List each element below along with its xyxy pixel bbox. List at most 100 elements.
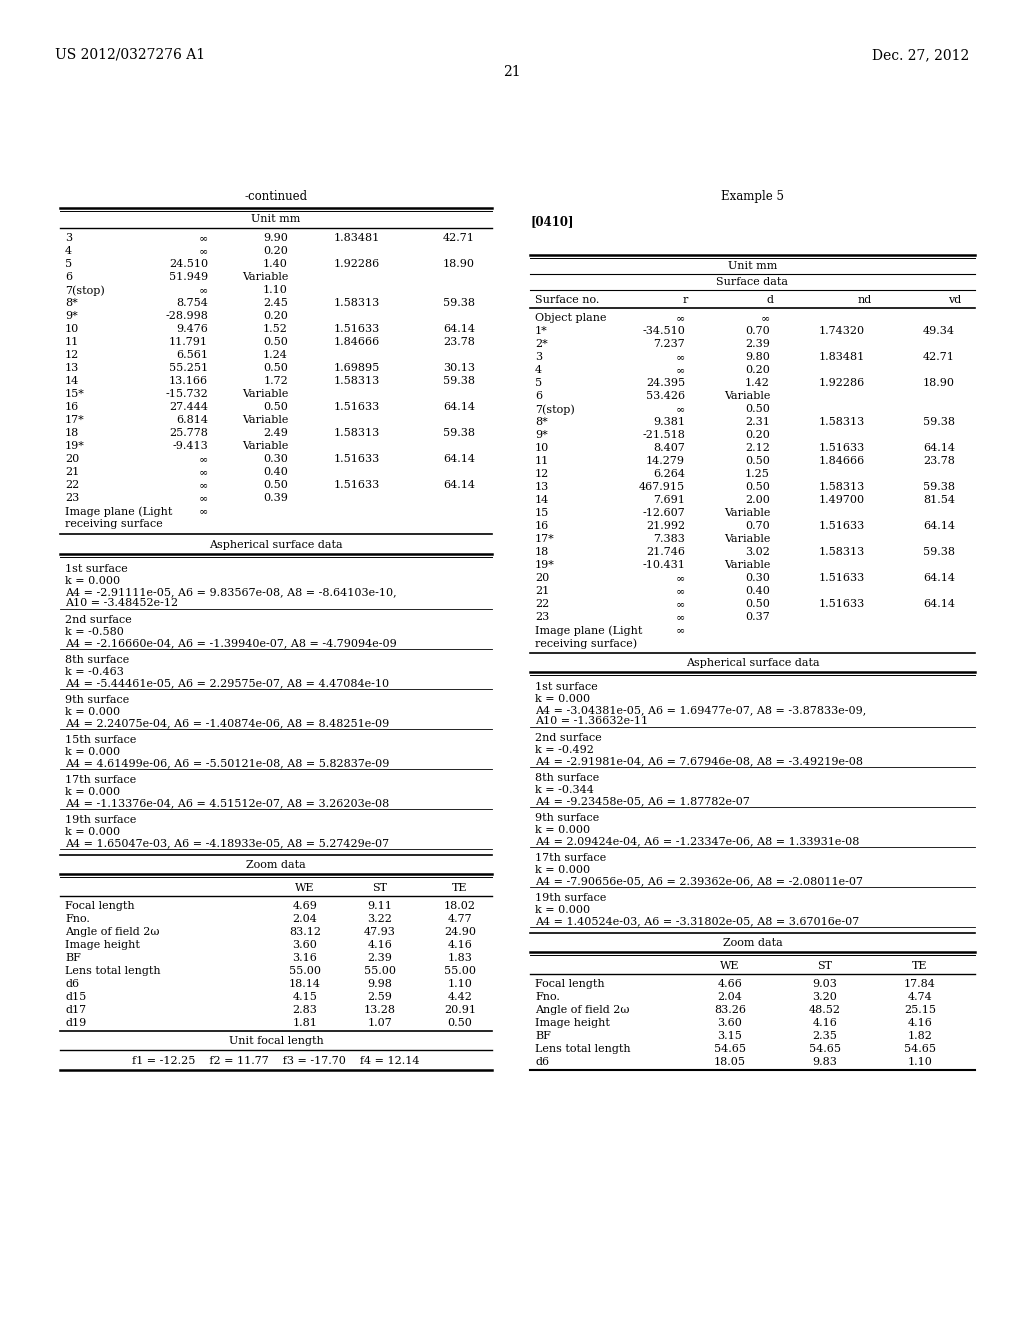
Text: 10: 10: [535, 444, 549, 453]
Text: 24.395: 24.395: [646, 378, 685, 388]
Text: 11: 11: [65, 337, 79, 347]
Text: 13.166: 13.166: [169, 376, 208, 385]
Text: 21: 21: [535, 586, 549, 597]
Text: 9*: 9*: [535, 430, 548, 440]
Text: 0.70: 0.70: [745, 326, 770, 337]
Text: 0.20: 0.20: [745, 366, 770, 375]
Text: 18.05: 18.05: [714, 1057, 746, 1067]
Text: 1.84666: 1.84666: [334, 337, 380, 347]
Text: 64.14: 64.14: [923, 521, 955, 531]
Text: 9th surface: 9th surface: [535, 813, 599, 822]
Text: 1.51633: 1.51633: [819, 573, 865, 583]
Text: A4 = 1.65047e-03, A6 = -4.18933e-05, A8 = 5.27429e-07: A4 = 1.65047e-03, A6 = -4.18933e-05, A8 …: [65, 838, 389, 847]
Text: 5: 5: [65, 259, 72, 269]
Text: 6.561: 6.561: [176, 350, 208, 360]
Text: 0.50: 0.50: [745, 482, 770, 492]
Text: 83.12: 83.12: [289, 927, 321, 937]
Text: 18.02: 18.02: [444, 902, 476, 911]
Text: 0.40: 0.40: [745, 586, 770, 597]
Text: A4 = 1.40524e-03, A6 = -3.31802e-05, A8 = 3.67016e-07: A4 = 1.40524e-03, A6 = -3.31802e-05, A8 …: [535, 916, 859, 927]
Text: 4: 4: [535, 366, 542, 375]
Text: d15: d15: [65, 993, 86, 1002]
Text: 19*: 19*: [535, 560, 555, 570]
Text: ∞: ∞: [676, 599, 685, 609]
Text: 2.39: 2.39: [368, 953, 392, 964]
Text: Image height: Image height: [535, 1018, 610, 1028]
Text: 55.251: 55.251: [169, 363, 208, 374]
Text: 1.83481: 1.83481: [334, 234, 380, 243]
Text: 6: 6: [535, 391, 542, 401]
Text: Angle of field 2ω: Angle of field 2ω: [65, 927, 160, 937]
Text: 3.16: 3.16: [293, 953, 317, 964]
Text: 0.30: 0.30: [263, 454, 288, 465]
Text: 4.66: 4.66: [718, 979, 742, 989]
Text: 1.24: 1.24: [263, 350, 288, 360]
Text: 1.10: 1.10: [263, 285, 288, 294]
Text: 2.35: 2.35: [813, 1031, 838, 1041]
Text: 17*: 17*: [65, 414, 85, 425]
Text: Lens total length: Lens total length: [65, 966, 161, 975]
Text: Aspherical surface data: Aspherical surface data: [209, 540, 343, 550]
Text: k = 0.000: k = 0.000: [65, 747, 120, 756]
Text: 4: 4: [65, 246, 72, 256]
Text: 2.49: 2.49: [263, 428, 288, 438]
Text: 1.51633: 1.51633: [334, 403, 380, 412]
Text: ∞: ∞: [676, 612, 685, 622]
Text: Zoom data: Zoom data: [246, 861, 306, 870]
Text: k = 0.000: k = 0.000: [535, 694, 590, 704]
Text: 0.50: 0.50: [447, 1018, 472, 1028]
Text: 64.14: 64.14: [443, 454, 475, 465]
Text: 10: 10: [65, 323, 79, 334]
Text: 4.74: 4.74: [907, 993, 933, 1002]
Text: Surface no.: Surface no.: [535, 294, 599, 305]
Text: WE: WE: [295, 883, 314, 894]
Text: 1.51633: 1.51633: [819, 521, 865, 531]
Text: 9.11: 9.11: [368, 902, 392, 911]
Text: 19th surface: 19th surface: [535, 894, 606, 903]
Text: 3: 3: [535, 352, 542, 362]
Text: 3.22: 3.22: [368, 913, 392, 924]
Text: 9.83: 9.83: [813, 1057, 838, 1067]
Text: 1.69895: 1.69895: [334, 363, 380, 374]
Text: 27.444: 27.444: [169, 403, 208, 412]
Text: 0.50: 0.50: [745, 599, 770, 609]
Text: 53.426: 53.426: [646, 391, 685, 401]
Text: 23: 23: [535, 612, 549, 622]
Text: -34.510: -34.510: [642, 326, 685, 337]
Text: 0.50: 0.50: [263, 363, 288, 374]
Text: -28.998: -28.998: [165, 312, 208, 321]
Text: A4 = -2.91111e-05, A6 = 9.83567e-08, A8 = -8.64103e-10,: A4 = -2.91111e-05, A6 = 9.83567e-08, A8 …: [65, 587, 396, 597]
Text: A4 = -7.90656e-05, A6 = 2.39362e-06, A8 = -2.08011e-07: A4 = -7.90656e-05, A6 = 2.39362e-06, A8 …: [535, 876, 863, 886]
Text: k = -0.463: k = -0.463: [65, 667, 124, 677]
Text: TE: TE: [453, 883, 468, 894]
Text: 48.52: 48.52: [809, 1005, 841, 1015]
Text: 64.14: 64.14: [923, 573, 955, 583]
Text: 18.90: 18.90: [443, 259, 475, 269]
Text: 2.12: 2.12: [745, 444, 770, 453]
Text: 2.83: 2.83: [293, 1005, 317, 1015]
Text: A4 = -2.91981e-04, A6 = 7.67946e-08, A8 = -3.49219e-08: A4 = -2.91981e-04, A6 = 7.67946e-08, A8 …: [535, 756, 863, 766]
Text: -9.413: -9.413: [172, 441, 208, 451]
Text: 1.52: 1.52: [263, 323, 288, 334]
Text: -12.607: -12.607: [642, 508, 685, 517]
Text: ST: ST: [817, 961, 833, 972]
Text: Variable: Variable: [242, 441, 288, 451]
Text: 1.51633: 1.51633: [819, 444, 865, 453]
Text: 1st surface: 1st surface: [65, 564, 128, 574]
Text: 17th surface: 17th surface: [535, 853, 606, 863]
Text: A10 = -1.36632e-11: A10 = -1.36632e-11: [535, 715, 648, 726]
Text: 30.13: 30.13: [443, 363, 475, 374]
Text: 0.37: 0.37: [745, 612, 770, 622]
Text: 0.70: 0.70: [745, 521, 770, 531]
Text: 1.82: 1.82: [907, 1031, 933, 1041]
Text: 9.476: 9.476: [176, 323, 208, 334]
Text: 2.04: 2.04: [293, 913, 317, 924]
Text: d: d: [767, 294, 773, 305]
Text: 0.40: 0.40: [263, 467, 288, 477]
Text: A4 = -1.13376e-04, A6 = 4.51512e-07, A8 = 3.26203e-08: A4 = -1.13376e-04, A6 = 4.51512e-07, A8 …: [65, 799, 389, 808]
Text: Dec. 27, 2012: Dec. 27, 2012: [871, 48, 969, 62]
Text: 2.31: 2.31: [745, 417, 770, 426]
Text: 4.16: 4.16: [907, 1018, 933, 1028]
Text: k = -0.344: k = -0.344: [535, 785, 594, 795]
Text: nd: nd: [858, 294, 872, 305]
